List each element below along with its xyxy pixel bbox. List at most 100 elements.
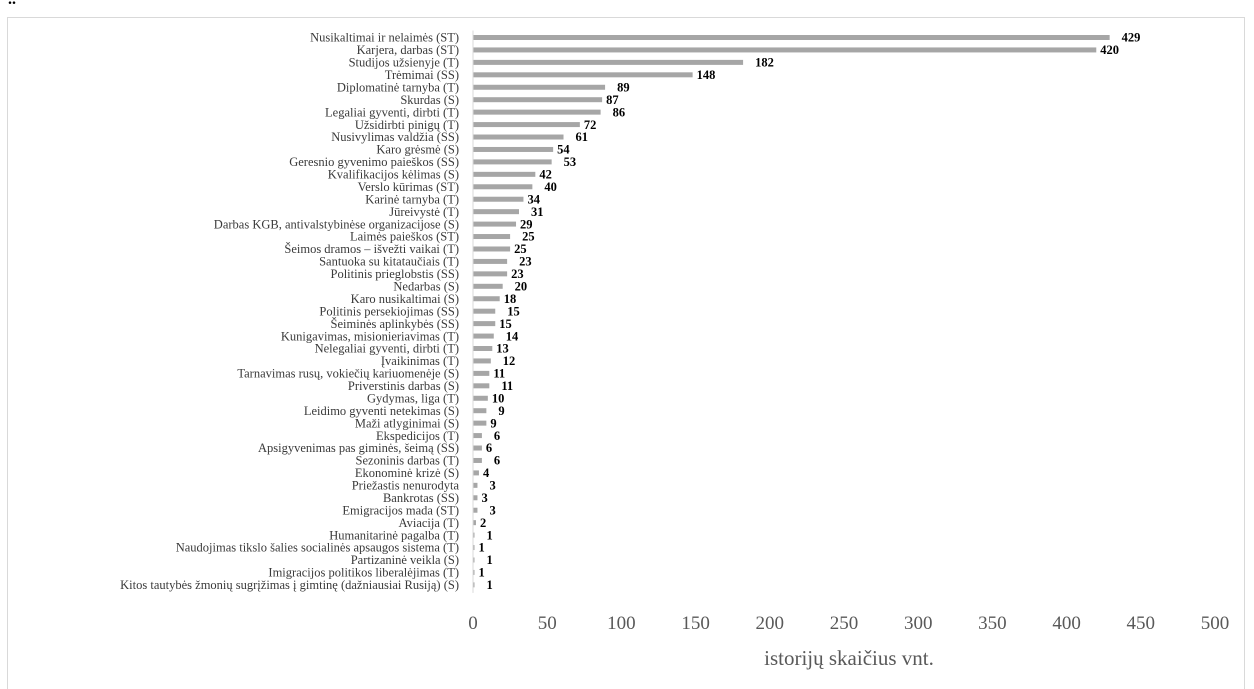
category-label: Imigracijos politikos liberalėjimas (T) [268, 566, 459, 580]
value-label: 23 [511, 267, 524, 281]
value-label: 15 [507, 304, 520, 318]
bar [473, 283, 503, 289]
value-label: 29 [520, 217, 533, 231]
category-label: Santuoka su kitataučiais (T) [319, 255, 459, 269]
category-label: Ekonominė krizė (S) [355, 466, 459, 480]
bar [473, 470, 479, 476]
bar [473, 209, 519, 215]
category-label: Priverstinis darbas (S) [348, 379, 459, 393]
value-label: 1 [486, 528, 492, 542]
value-label: 54 [557, 143, 570, 157]
value-label: 15 [499, 317, 512, 331]
category-label: Karo grėsmė (S) [376, 143, 459, 157]
category-label: Maži atlyginimai (S) [355, 416, 459, 430]
bar [473, 457, 482, 463]
value-label: 9 [498, 404, 504, 418]
category-label: Priežastis nenurodyta [352, 479, 460, 493]
value-labels: 4294201821488987867261545342403431292525… [478, 31, 1140, 592]
category-label: Užsidirbti pinigų (T) [355, 118, 459, 132]
bar [473, 47, 1097, 53]
category-label: Bankrotas (SS) [383, 491, 459, 505]
category-label: Verslo kūrimas (ST) [358, 180, 459, 194]
category-label: Nelegaliai gyventi, dirbti (T) [315, 342, 459, 356]
category-label: Leidimo gyventi netekimas (S) [304, 404, 459, 418]
bar [473, 370, 490, 376]
bar [473, 97, 603, 103]
value-label: 1 [486, 578, 492, 592]
category-label: Trėmimai (SS) [385, 68, 459, 82]
bar [473, 72, 693, 78]
value-label: 6 [494, 429, 500, 443]
category-labels: Nusikaltimai ir nelaimės (ST)Karjera, da… [120, 31, 459, 592]
value-label: 40 [544, 180, 557, 194]
bar [473, 333, 494, 339]
chart-frame [7, 17, 1245, 689]
bar [473, 234, 511, 240]
category-label: Karinė tarnyba (T) [365, 192, 459, 206]
value-label: 2 [480, 516, 486, 530]
x-tick-label: 350 [978, 613, 1007, 634]
bar [473, 346, 493, 351]
category-label: Ekspedicijos (T) [376, 429, 459, 443]
figure-caption-fragment: “..” [0, 0, 24, 7]
bar [473, 122, 580, 128]
category-label: Jūreivystė (T) [389, 205, 459, 219]
category-label: Kunigavimas, misionieriavimas (T) [281, 329, 459, 343]
value-label: 10 [492, 391, 505, 405]
value-label: 87 [606, 93, 619, 107]
category-label: Apsigyvenimas pas giminės, šeimą (SS) [258, 441, 459, 455]
value-label: 9 [490, 416, 496, 430]
value-label: 1 [486, 553, 492, 567]
category-label: Politinis persekiojimas (SS) [319, 304, 459, 318]
category-label: Įvaikinimas (T) [381, 354, 459, 368]
x-tick-label: 500 [1201, 613, 1230, 634]
category-label: Gydymas, liga (T) [367, 391, 459, 405]
bar [473, 408, 487, 414]
bar [473, 445, 482, 451]
category-label: Karo nusikaltimai (S) [351, 292, 459, 306]
bar [473, 159, 552, 165]
x-tick-labels: 0 50 100 150 200 250 300 350 400 450 500 [468, 613, 1229, 634]
bar [473, 582, 475, 588]
bar [473, 221, 517, 227]
value-label: 420 [1100, 43, 1119, 57]
bar [473, 520, 476, 526]
bar [473, 495, 478, 501]
x-tick-label: 0 [468, 613, 478, 634]
value-label: 12 [503, 354, 516, 368]
value-label: 31 [531, 205, 544, 219]
x-axis-title: istorijų skaičius vnt. [764, 646, 934, 670]
value-label: 6 [494, 454, 500, 468]
x-tick-label: 400 [1052, 613, 1081, 634]
bar [473, 296, 500, 302]
value-label: 1 [478, 566, 484, 580]
category-label: Geresnio gyvenimo paieškos (SS) [289, 155, 459, 169]
bar [473, 246, 511, 252]
value-label: 72 [584, 118, 597, 132]
value-label: 25 [522, 230, 535, 244]
bars-layer [473, 35, 1110, 588]
category-label: Laimės paieškos (ST) [350, 230, 459, 244]
category-label: Šeiminės aplinkybės (SS) [331, 317, 459, 331]
category-label: Skurdas (S) [400, 93, 459, 107]
bar [473, 383, 490, 389]
category-label: Nedarbas (S) [393, 280, 459, 294]
bar [473, 507, 478, 513]
category-label: Partizaninė veikla (S) [351, 553, 459, 567]
bar [473, 482, 478, 488]
category-label: Darbas KGB, antivalstybinėse organizacij… [214, 217, 459, 231]
bar [473, 308, 496, 314]
category-label: Tarnavimas rusų, vokiečių kariuomenėje (… [237, 367, 459, 381]
bar [473, 146, 554, 152]
category-label: Šeimos dramos – išvežti vaikai (T) [284, 242, 459, 256]
bar [473, 395, 488, 401]
value-label: 1 [478, 541, 484, 555]
bar [473, 545, 475, 551]
value-label: 86 [613, 105, 626, 119]
bar [473, 184, 533, 190]
x-tick-label: 250 [830, 613, 859, 634]
bar [473, 134, 564, 140]
value-label: 13 [496, 342, 509, 356]
value-label: 3 [489, 479, 495, 493]
